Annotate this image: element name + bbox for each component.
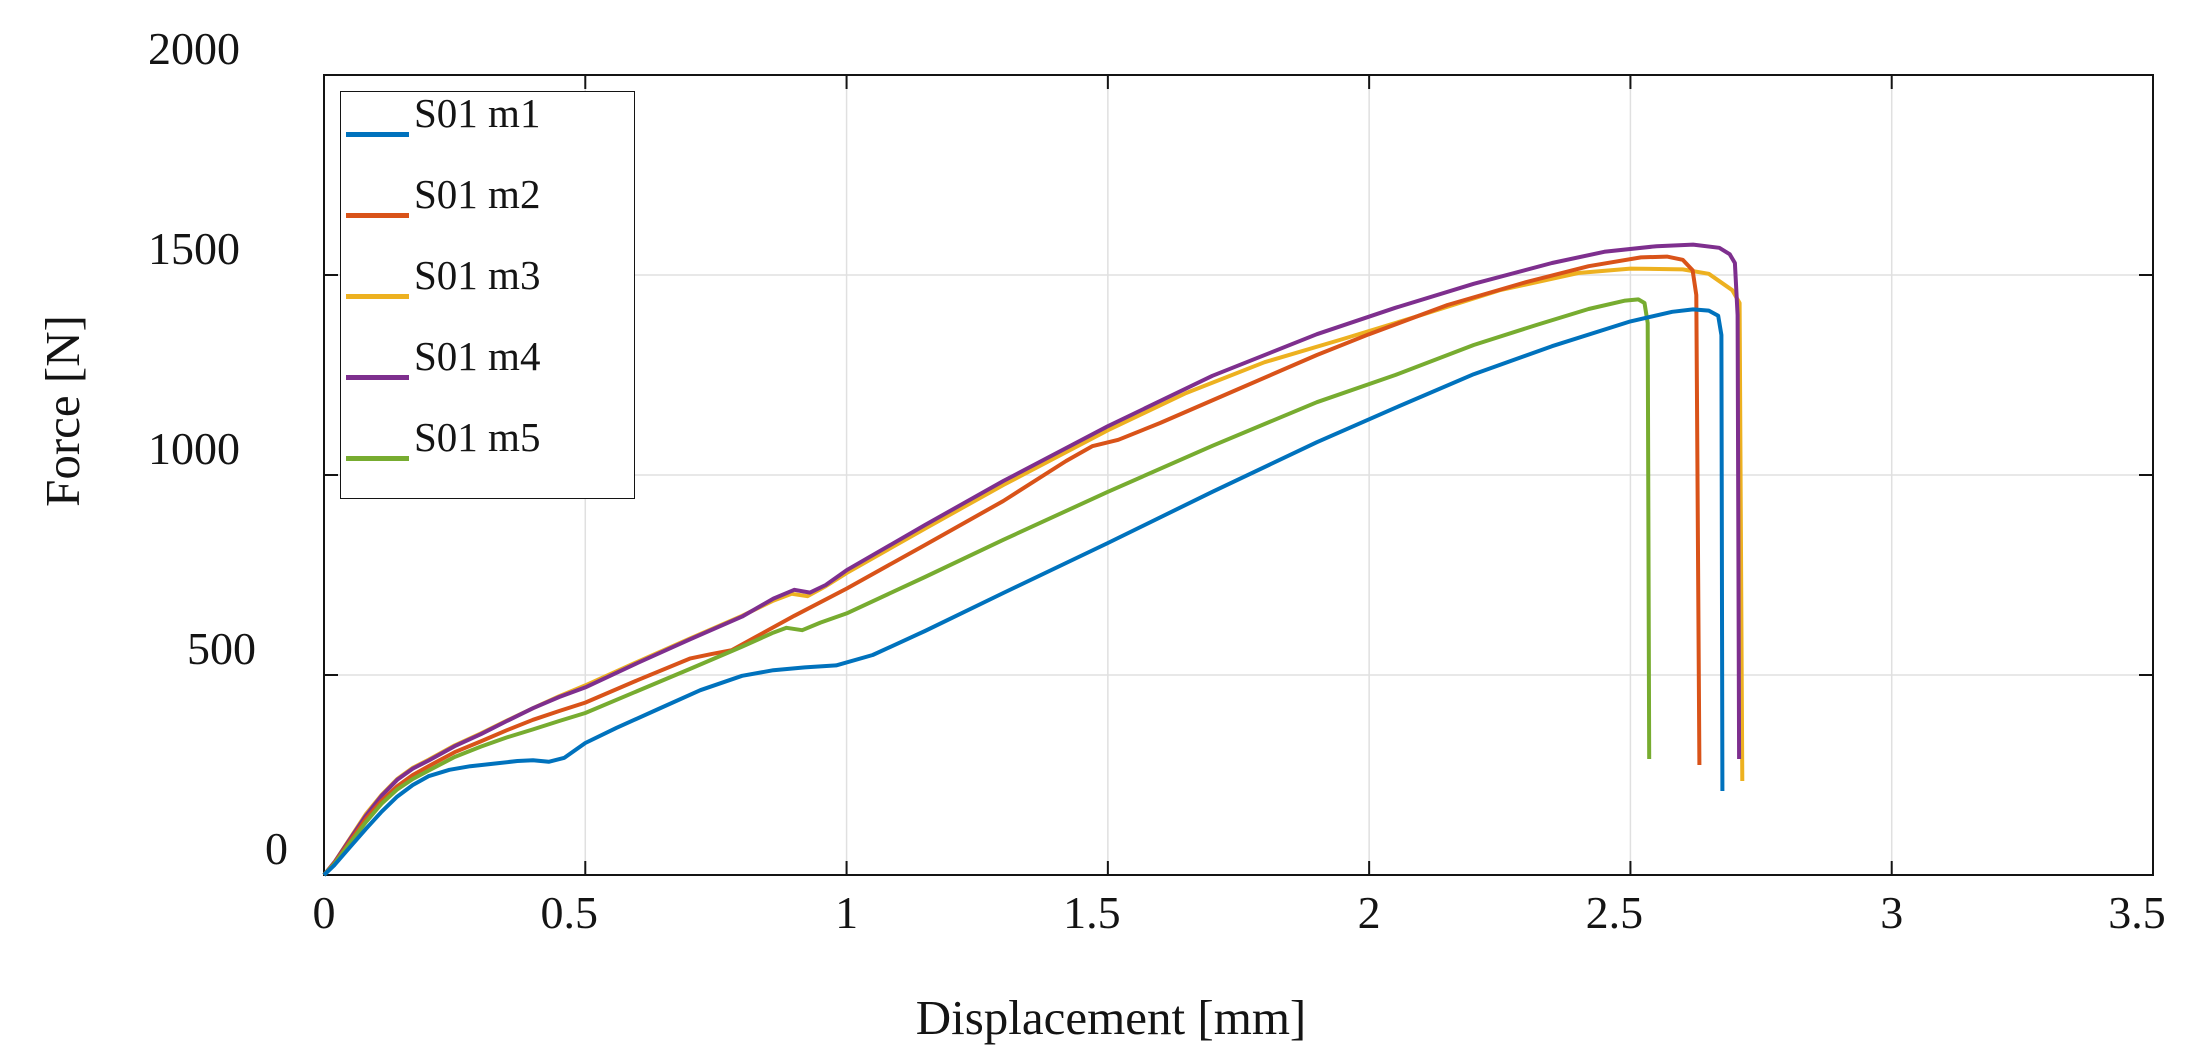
- legend-box: S01 m1 S01 m2 S01 m3 S01 m4 S01 m5: [340, 90, 635, 499]
- series-curve-s01-m5: [322, 297, 1652, 877]
- series-curve-s01-m4: [322, 242, 1742, 877]
- legend-label-s01-m3: S01 m3: [414, 252, 541, 298]
- series-curve-s01-m1: [322, 307, 1725, 877]
- y-tick-label-1500: 1500: [148, 223, 240, 274]
- x-tick-label-1: 1: [835, 887, 859, 938]
- x-tick-label-0: 0: [312, 887, 336, 938]
- legend-label-s01-m1: S01 m1: [414, 90, 541, 136]
- x-tick-label-1.5: 1.5: [1063, 887, 1121, 938]
- legend-label-s01-m5: S01 m5: [414, 414, 541, 460]
- legend-label-s01-m2: S01 m2: [414, 171, 541, 217]
- y-tick-label-2000: 2000: [148, 23, 240, 74]
- x-axis-label: Displacement [mm]: [915, 990, 1307, 1045]
- legend-swatch-s01-m3: [346, 294, 409, 299]
- series-curve-s01-m2: [322, 254, 1702, 877]
- x-tick-label-0.5: 0.5: [540, 887, 599, 938]
- y-tick-label-1000: 1000: [148, 423, 240, 474]
- x-tick-label-3.5: 3.5: [2108, 887, 2166, 938]
- legend-label-s01-m4: S01 m4: [414, 333, 541, 379]
- legend-swatch-s01-m2: [346, 213, 409, 218]
- y-tick-label-500: 500: [187, 623, 256, 674]
- legend-swatch-s01-m5: [346, 456, 409, 461]
- legend-swatch-s01-m4: [346, 375, 409, 380]
- y-tick-label-0: 0: [265, 823, 288, 874]
- x-tick-label-2: 2: [1357, 887, 1381, 938]
- legend-swatch-s01-m1: [346, 132, 409, 137]
- x-tick-label-2.5: 2.5: [1585, 887, 1644, 938]
- x-tick-label-3: 3: [1880, 887, 1904, 938]
